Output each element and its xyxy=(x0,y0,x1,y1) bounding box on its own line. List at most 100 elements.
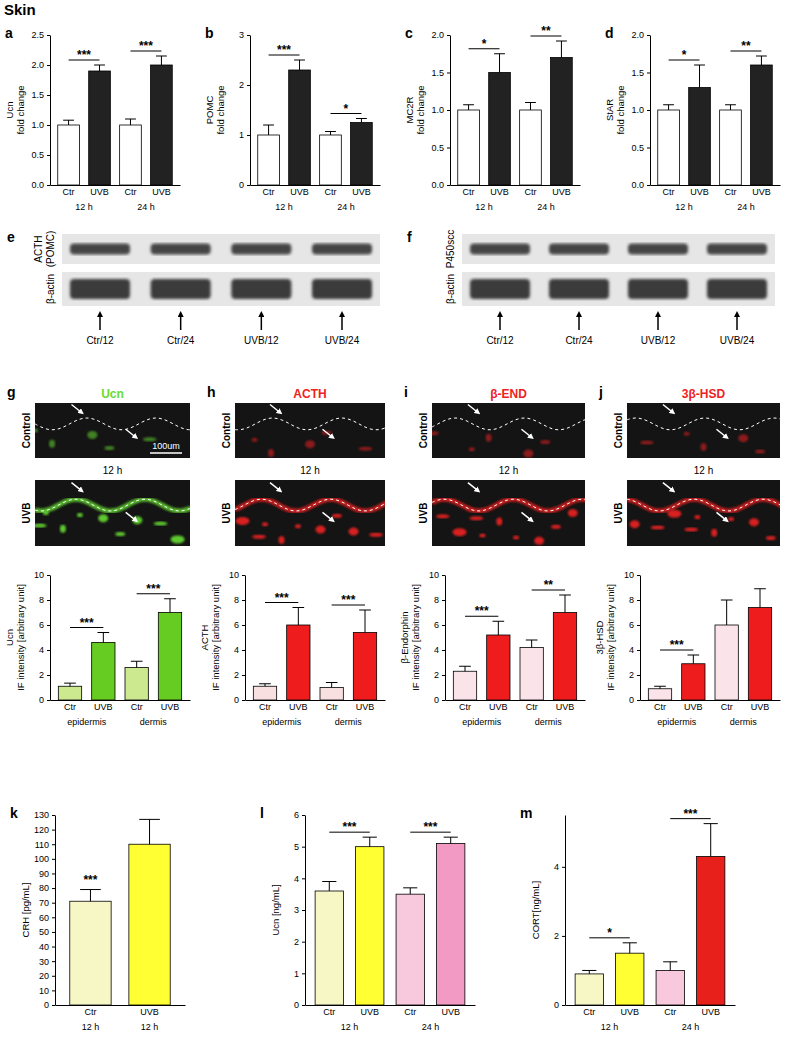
tick: 1 xyxy=(239,130,250,140)
tick: 2 xyxy=(234,670,245,680)
error-cap xyxy=(63,120,74,121)
y-axis: 024 xyxy=(554,816,566,1011)
tick: 10 xyxy=(624,570,640,580)
tick: UVB xyxy=(701,1005,720,1017)
cell-signal xyxy=(49,440,55,448)
arrow xyxy=(716,512,726,520)
error-line xyxy=(268,125,269,135)
tick: 2.0 xyxy=(431,30,450,40)
tick: 6 xyxy=(434,620,445,630)
tick-label: UVB xyxy=(290,187,309,197)
error-line xyxy=(90,890,91,902)
error-cap xyxy=(359,610,371,611)
cell-signal xyxy=(534,537,544,545)
bar xyxy=(551,58,573,186)
error-line xyxy=(170,599,171,613)
tick: 4 xyxy=(434,645,445,655)
arrow xyxy=(663,405,673,413)
x-axis: CtrUVBCtrUVB xyxy=(641,700,781,712)
error-cap xyxy=(139,819,160,820)
tick-label: Ctr xyxy=(324,187,336,197)
tick-label: 1 xyxy=(239,130,244,140)
error-line xyxy=(761,56,762,65)
blot-strip xyxy=(62,234,380,264)
cell-signal xyxy=(87,431,97,439)
tick: 3 xyxy=(294,905,305,915)
tick-mark xyxy=(242,575,245,576)
error-bar xyxy=(663,962,677,971)
tick: UVB xyxy=(356,700,375,712)
tick: 6 xyxy=(294,810,305,820)
error-cap xyxy=(363,837,377,838)
error-line xyxy=(410,888,411,894)
lane-arrow xyxy=(341,314,343,330)
blot-strip xyxy=(462,272,775,306)
error-line xyxy=(760,589,761,608)
cell-signal xyxy=(640,441,654,445)
error-cap xyxy=(663,104,674,105)
tick-mark xyxy=(47,65,50,66)
bar xyxy=(158,613,181,701)
tick: UVB xyxy=(352,185,371,197)
cell-signal xyxy=(305,440,315,448)
panel-letter: b xyxy=(205,25,214,41)
tick-label: 0 xyxy=(44,1000,49,1010)
error-bar xyxy=(326,683,338,688)
significance: *** xyxy=(80,616,94,630)
tick: Ctr xyxy=(526,700,538,712)
tick: 1.0 xyxy=(431,105,450,115)
panel-letter: a xyxy=(5,25,13,41)
tick-label: 8 xyxy=(434,595,439,605)
blot-band xyxy=(231,279,291,299)
tick: Ctr xyxy=(326,700,338,712)
tick-label: UVB xyxy=(752,187,771,197)
error-cap xyxy=(493,621,505,622)
axis-line xyxy=(245,576,246,701)
axis-line xyxy=(565,816,566,1006)
error-line xyxy=(531,640,532,648)
axis-line xyxy=(446,700,586,701)
error-cap xyxy=(725,104,736,105)
marks xyxy=(658,56,773,185)
axis-title: Ucn [ng/mL] xyxy=(270,884,281,935)
tick-mark xyxy=(52,873,55,874)
epidermis-signal xyxy=(627,499,780,511)
group-label: 24 h xyxy=(337,202,355,212)
epidermis-border xyxy=(35,499,190,511)
tick: 0 xyxy=(44,1000,55,1010)
cell-signal xyxy=(316,526,326,534)
error-bar xyxy=(654,686,666,689)
epidermis-signal xyxy=(35,499,190,511)
tick-label: 110 xyxy=(35,840,49,850)
error-cap xyxy=(259,683,271,684)
tick-mark xyxy=(442,575,445,576)
image-background xyxy=(432,480,585,546)
tick-label: 90 xyxy=(39,869,49,879)
marks xyxy=(70,819,170,1005)
cell-signal xyxy=(701,443,707,451)
error-line xyxy=(330,132,331,136)
error-cap xyxy=(463,104,474,105)
error-bar xyxy=(259,684,271,687)
tick-mark xyxy=(52,903,55,904)
tick-mark xyxy=(442,625,445,626)
tick: Ctr xyxy=(463,185,475,197)
error-line xyxy=(668,105,669,110)
tick-mark xyxy=(52,976,55,977)
error-cap xyxy=(559,595,571,596)
if-panel: j3β-HSD12 hControlUVB xyxy=(598,384,783,546)
tick: Ctr xyxy=(84,1005,96,1017)
tick-label: 0 xyxy=(234,695,239,705)
error-bar xyxy=(754,589,766,608)
row-label: UVB xyxy=(418,502,429,523)
group-label: 12 h xyxy=(475,202,493,212)
bar-chart: 0123456CtrUVBCtrUVB12 h24 hUcn [ng/mL]l*… xyxy=(260,805,476,1032)
tick: 0 xyxy=(629,695,640,705)
significance: ** xyxy=(544,578,554,592)
error-line xyxy=(365,610,366,633)
arrow xyxy=(468,405,478,413)
error-line xyxy=(361,119,362,123)
axis-title: IF intensity [arbitrary unit] xyxy=(210,584,221,691)
axis-title: CORT[ng/mL] xyxy=(530,881,541,939)
tick-mark xyxy=(47,600,50,601)
